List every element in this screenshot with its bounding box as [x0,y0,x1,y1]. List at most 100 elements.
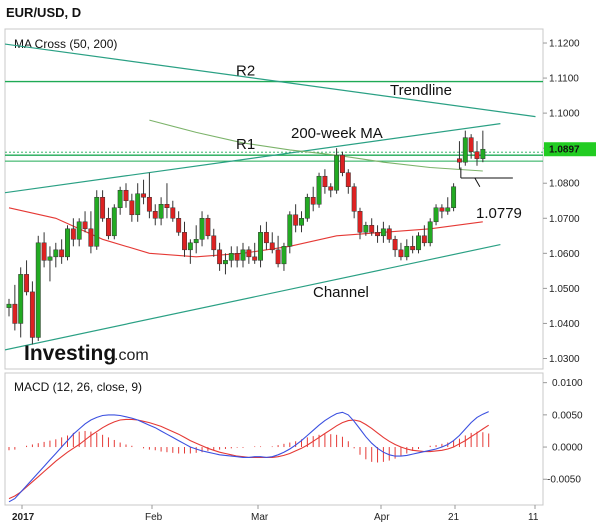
trend-line-trendline [5,43,536,118]
candle-down [246,249,252,258]
candle-down [211,235,217,251]
candle-down [468,137,474,152]
candle-up [433,207,439,223]
candle-up [240,249,246,261]
candle-up [76,221,82,240]
candle-down [123,189,129,202]
candle-down [275,249,281,265]
trend-line-channel [5,123,501,194]
candle-down [129,200,135,216]
candle-down [457,158,462,163]
candle-up [187,242,193,251]
candle-up [117,189,123,209]
candle-down [234,253,240,261]
macd-line [8,411,489,503]
candle-down [12,303,18,324]
trend-line-channel-lower [5,243,501,351]
candle-down [176,218,182,233]
candle-up [35,242,41,338]
candle-down [322,175,328,187]
candle-up [380,228,386,237]
macd-tick-label: -0.0050 [547,475,581,486]
candle-down [345,172,351,187]
candle-up [404,246,410,258]
price-plot: R2 R1 Trendline 200-week MA 1.0779 Channel 1.0… [5,43,596,351]
candle-up [199,218,205,240]
candle-down [293,214,299,226]
candle-up [6,303,12,308]
candle-down [70,228,76,240]
candle-down [24,274,30,293]
candle-down [41,242,47,261]
candle-down [152,211,158,219]
candle-up [47,256,53,261]
label-trendline: Trendline [390,82,452,99]
candle-down [310,196,316,205]
candle-down [340,154,345,173]
candle-up [462,137,468,163]
candle-down [29,291,35,338]
candle-up [304,196,310,219]
time-axis: 2017 Feb Mar Apr 21 11 [12,505,539,523]
investing-logo: Investing .com [24,342,149,365]
candle-down [474,151,480,159]
macd-plot [8,411,490,503]
price-tick-label: 1.0500 [549,284,580,295]
price-tick-label: 1.0800 [549,179,580,190]
candle-down [252,256,258,261]
candle-down [141,193,147,198]
candle-down [164,204,170,209]
last-price-tag-bg [544,142,596,157]
price-tick-label: 1.0300 [549,354,580,365]
time-tick-label: Feb [145,512,163,523]
label-200-week-ma: 200-week MA [291,125,383,142]
macd-label: MACD (12, 26, close, 9) [14,380,142,394]
candle-down [269,242,275,251]
candle-up [363,225,369,233]
candle-up [158,204,164,219]
time-tick-label: 21 [448,512,460,523]
candle-down [170,207,176,219]
support-marker-pointer [474,177,481,187]
ma-cross-label: MA Cross (50, 200) [14,37,117,51]
label-1-0779: 1.0779 [476,205,522,222]
macd-signal-line [8,418,489,500]
macd-tick-label: 0.0050 [552,410,583,421]
price-tick-label: 1.1200 [549,39,580,50]
candle-down [146,196,152,212]
price-axis: 1.12001.11001.10001.09001.08001.07001.06… [543,39,580,365]
time-tick-label: 2017 [12,512,35,523]
candle-up [416,235,421,251]
candle-up [281,246,287,265]
macd-tick-label: 0.0000 [552,443,583,454]
candle-down [205,218,211,237]
price-tick-label: 1.0700 [549,214,580,225]
candle-down [421,235,427,244]
candle-down [410,246,416,251]
candle-down [439,207,445,212]
candle-down [263,232,269,244]
price-pane-border [4,28,544,370]
candle-up [94,196,100,247]
time-tick-label: Apr [374,512,390,523]
label-r1: R1 [236,136,255,153]
candle-down [392,239,398,251]
candle-down [182,232,187,251]
candle-up [316,175,322,205]
candle-down [328,186,334,191]
candle-down [217,249,223,265]
candle-up [451,186,457,209]
candle-up [445,207,451,212]
candle-down [375,232,381,237]
candle-down [59,249,65,258]
time-tick-label: 11 [528,512,539,523]
price-tick-label: 1.1000 [549,109,580,120]
logo-text-bold: Investing [24,342,116,365]
price-tick-label: 1.0600 [549,249,580,260]
label-r2: R2 [236,63,255,80]
candle-down [88,228,94,247]
time-tick-label: Mar [251,512,269,523]
candle-up [287,214,293,247]
candle-down [357,211,363,233]
